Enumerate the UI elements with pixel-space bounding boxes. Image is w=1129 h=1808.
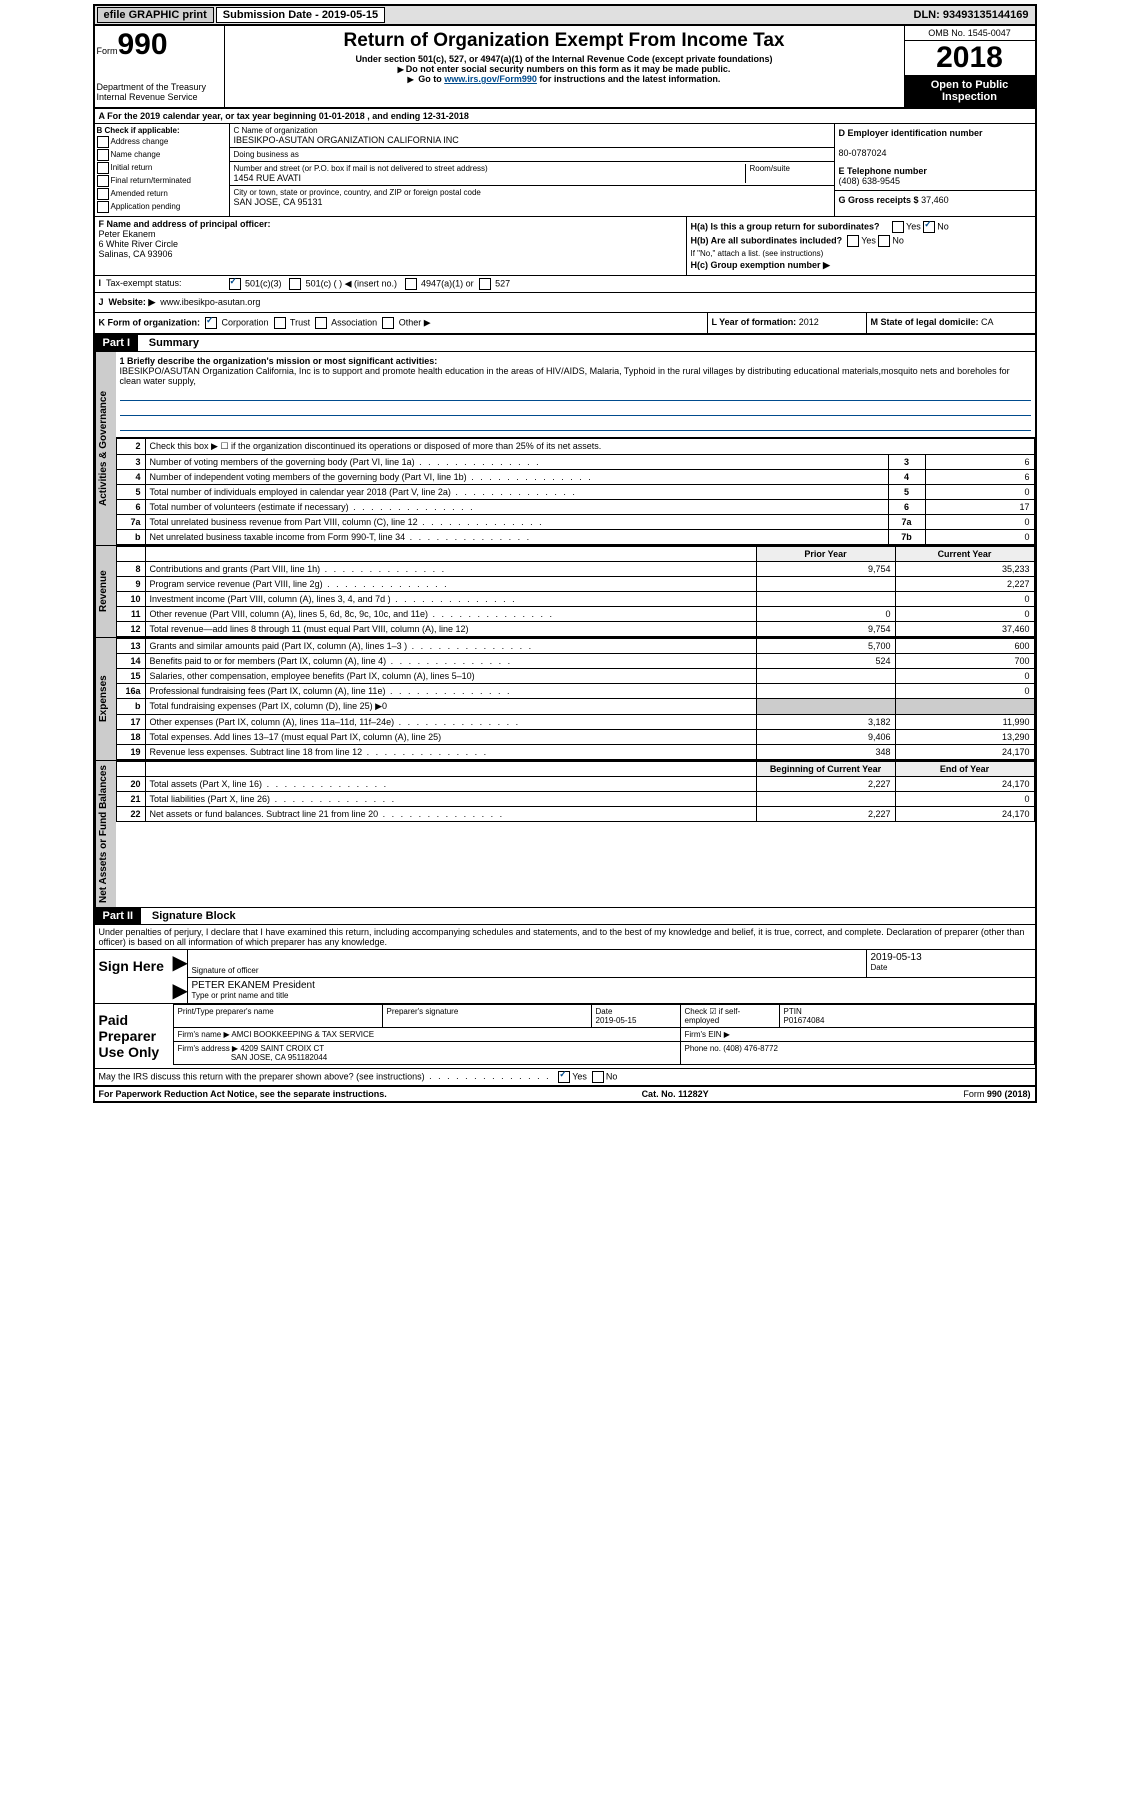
tax-year: 2018 <box>905 41 1035 75</box>
page-footer: For Paperwork Reduction Act Notice, see … <box>95 1087 1035 1101</box>
topbar: efile GRAPHIC print Submission Date - 20… <box>95 6 1035 26</box>
subtitle-3: Go to www.irs.gov/Form990 for instructio… <box>227 74 902 84</box>
org-city: SAN JOSE, CA 95131 <box>234 197 830 207</box>
irs-link[interactable]: www.irs.gov/Form990 <box>444 74 537 84</box>
form-990-page: efile GRAPHIC print Submission Date - 20… <box>93 4 1037 1103</box>
section-fh: F Name and address of principal officer:… <box>95 217 1035 276</box>
vtab-net-assets: Net Assets or Fund Balances <box>95 761 116 907</box>
form-number: 990 <box>118 28 168 61</box>
submission-date: Submission Date - 2019-05-15 <box>216 7 385 23</box>
line-a: A For the 2019 calendar year, or tax yea… <box>95 109 1035 124</box>
omb-number: OMB No. 1545-0047 <box>905 26 1035 41</box>
vtab-revenue: Revenue <box>95 546 116 637</box>
part-i-header: Part I <box>95 335 139 351</box>
form-label: Form <box>97 46 118 56</box>
firm-name: AMCI BOOKKEEPING & TAX SERVICE <box>231 1030 374 1039</box>
section-bcd: B Check if applicable: Address change Na… <box>95 124 1035 217</box>
mission-text: IBESIKPO/ASUTAN Organization California,… <box>120 366 1010 386</box>
row-j-website: J Website: ▶ www.ibesikpo-asutan.org <box>95 293 1035 313</box>
open-public: Open to Public Inspection <box>905 75 1035 107</box>
gross-receipts: 37,460 <box>921 195 949 205</box>
vtab-activities: Activities & Governance <box>95 352 116 545</box>
part-ii-header: Part II <box>95 908 142 924</box>
paid-preparer-row: Paid Preparer Use Only Print/Type prepar… <box>95 1004 1035 1069</box>
dln: DLN: 93493135144169 <box>908 7 1035 23</box>
ptin: P01674084 <box>784 1016 825 1025</box>
form-number-box: Form990 Department of the Treasury Inter… <box>95 26 225 107</box>
ein: 80-0787024 <box>839 148 887 158</box>
col-b-checkboxes: B Check if applicable: Address change Na… <box>95 124 230 216</box>
summary-table-nab: Beginning of Current YearEnd of Year 20T… <box>116 761 1035 822</box>
header-right: OMB No. 1545-0047 2018 Open to Public In… <box>904 26 1035 107</box>
row-i-tax-status: I Tax-exempt status: 501(c)(3) 501(c) ( … <box>95 276 1035 293</box>
part-i: Part I Summary Activities & Governance 1… <box>95 335 1035 908</box>
mission-block: 1 Briefly describe the organization's mi… <box>116 352 1035 438</box>
efile-print-button[interactable]: efile GRAPHIC print <box>97 7 214 23</box>
summary-table-ag: 2Check this box ▶ ☐ if the organization … <box>116 438 1035 545</box>
org-address: 1454 RUE AVATI <box>234 173 745 183</box>
discuss-row: May the IRS discuss this return with the… <box>95 1069 1035 1087</box>
form-title-box: Return of Organization Exempt From Incom… <box>225 26 904 107</box>
subtitle-2: Do not enter social security numbers on … <box>227 64 902 74</box>
telephone: (408) 638-9545 <box>839 176 901 186</box>
dept-treasury: Department of the Treasury Internal Reve… <box>97 82 222 102</box>
declaration: Under penalties of perjury, I declare th… <box>95 925 1035 950</box>
firm-phone: (408) 476-8772 <box>723 1044 778 1053</box>
col-c-org: C Name of organization IBESIKPO-ASUTAN O… <box>230 124 834 216</box>
summary-table-rev: Prior YearCurrent Year 8Contributions an… <box>116 546 1035 637</box>
summary-table-exp: 13Grants and similar amounts paid (Part … <box>116 638 1035 760</box>
org-name: IBESIKPO-ASUTAN ORGANIZATION CALIFORNIA … <box>234 135 830 145</box>
vtab-expenses: Expenses <box>95 638 116 760</box>
col-d-ein: D Employer identification number 80-0787… <box>834 124 1035 216</box>
part-ii: Part II Signature Block Under penalties … <box>95 908 1035 1087</box>
website: www.ibesikpo-asutan.org <box>160 297 260 307</box>
subtitle-1: Under section 501(c), 527, or 4947(a)(1)… <box>227 54 902 64</box>
officer-name: PETER EKANEM President <box>192 980 1031 991</box>
sign-here-row: Sign Here ▶ Signature of officer 2019-05… <box>95 950 1035 1004</box>
row-k-form-org: K Form of organization: Corporation Trus… <box>95 313 1035 335</box>
form-title: Return of Organization Exempt From Incom… <box>227 30 902 52</box>
col-f-officer: F Name and address of principal officer:… <box>95 217 687 275</box>
col-h-group: H(a) Is this a group return for subordin… <box>687 217 1035 275</box>
form-header: Form990 Department of the Treasury Inter… <box>95 26 1035 109</box>
